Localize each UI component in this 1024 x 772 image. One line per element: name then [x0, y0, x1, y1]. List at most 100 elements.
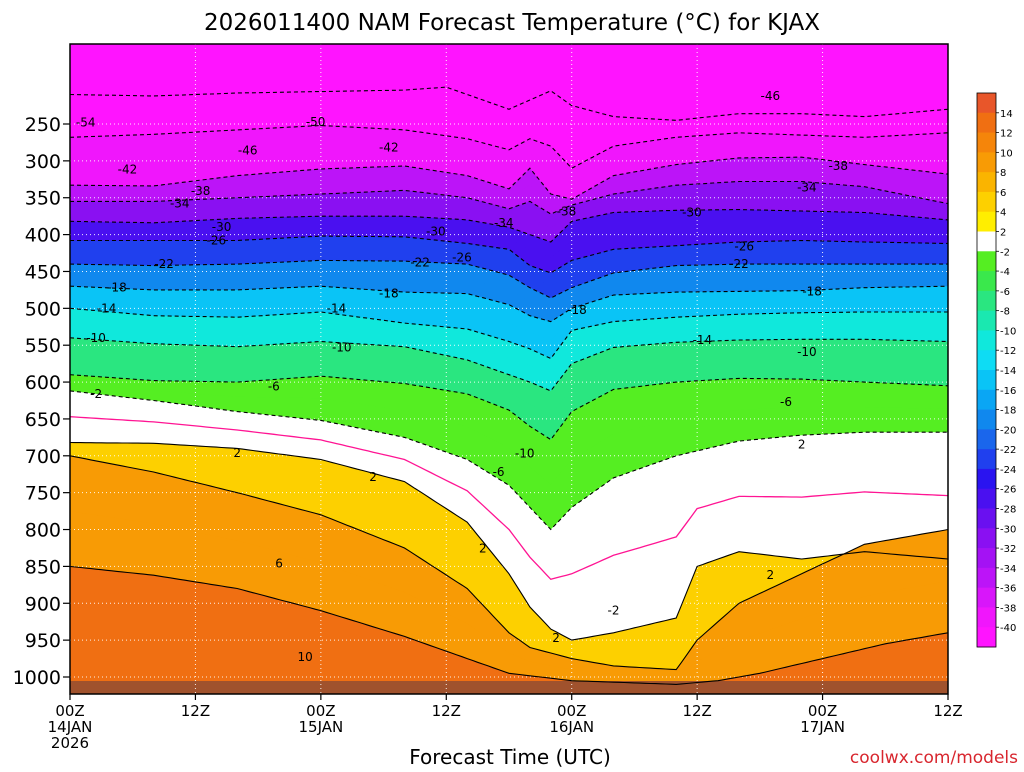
grid-lines — [70, 44, 948, 694]
freezing-isotherm-line — [70, 416, 948, 581]
y-tick-label: 550 — [25, 335, 61, 357]
credit-text: coolwx.com/models — [850, 748, 1018, 768]
colorbar-swatch — [977, 607, 996, 628]
isotherm-label: -22 — [154, 257, 174, 271]
colorbar-swatch — [977, 211, 996, 232]
colorbar-swatch — [977, 627, 996, 648]
colorbar-label: -20 — [1000, 425, 1016, 436]
isotherm-label: -6 — [493, 465, 505, 479]
isotherm-label: -42 — [379, 141, 399, 155]
colorbar-label: 12 — [1000, 129, 1013, 140]
isotherm-label: -6 — [780, 395, 792, 409]
isotherm-label: -38 — [557, 205, 577, 219]
colorbar-label: -36 — [1000, 584, 1016, 595]
isotherm-label: -10 — [515, 447, 535, 461]
y-tick-label: 700 — [25, 446, 61, 468]
isotherm-label: -38 — [191, 184, 211, 198]
isotherm-label: 2 — [369, 470, 377, 484]
colorbar-swatch — [977, 488, 996, 509]
y-axis: 250 300 350 400 450 500 550 600 650 700 750 800 850 9… — [13, 114, 70, 689]
y-tick-label: 250 — [25, 114, 61, 136]
isotherm-label: -26 — [207, 233, 227, 247]
colorbar-swatch — [977, 429, 996, 450]
colorbar-swatch — [977, 389, 996, 410]
colorbar-label: 6 — [1000, 188, 1006, 199]
x-tick-label: 00Z — [55, 702, 84, 720]
isotherm-label: -18 — [379, 287, 399, 301]
isotherm-label: -46 — [238, 144, 258, 158]
colorbar-label: -38 — [1000, 603, 1016, 614]
isotherm-label: -6 — [268, 379, 280, 393]
isotherm-label: -22 — [729, 257, 749, 271]
isotherm-label: -30 — [212, 220, 232, 234]
isotherm-label: -22 — [410, 256, 430, 270]
colorbar-swatch — [977, 409, 996, 430]
isotherm-line--14 — [70, 307, 948, 360]
isotherm-label: -14 — [327, 301, 347, 315]
colorbar-label: -24 — [1000, 465, 1016, 476]
isotherm-label: -34 — [494, 216, 514, 230]
isotherm-label: -14 — [97, 301, 117, 315]
colorbar-swatch — [977, 93, 996, 114]
colorbar-swatch — [977, 251, 996, 272]
isotherm-line-10 — [70, 565, 948, 685]
colorbar-label: -4 — [1000, 267, 1010, 278]
y-tick-label: 400 — [25, 225, 61, 247]
isotherm-label: -38 — [828, 159, 848, 173]
colorbar-swatch — [977, 567, 996, 589]
x-tick-label: 16JAN — [549, 718, 594, 736]
colorbar-label: -16 — [1000, 386, 1016, 397]
chart-title: 2026011400 NAM Forecast Temperature (°C)… — [204, 10, 820, 36]
colorbar-swatch — [977, 468, 996, 490]
isotherm-label: 2 — [798, 438, 806, 452]
isotherm-line--42 — [70, 124, 948, 169]
isotherm-labels: -54 -50-46-46-42-42-38-38-38-34-34-34-30-… — [76, 89, 848, 664]
x-tick-label: 14JAN — [48, 718, 93, 736]
x-tick-label: 12Z — [933, 702, 962, 720]
y-tick-label: 650 — [25, 409, 61, 431]
colorbar-swatch — [977, 449, 996, 470]
isotherm-label: 10 — [298, 650, 313, 664]
colorbar-label: -28 — [1000, 505, 1016, 516]
isotherm-label: -26 — [734, 239, 754, 253]
colorbar-label: -12 — [1000, 346, 1016, 357]
colorbar-label: -40 — [1000, 623, 1016, 634]
isotherm-label: -2 — [90, 387, 102, 401]
isotherm-label: -50 — [306, 115, 326, 129]
y-tick-label: 900 — [25, 593, 61, 615]
x-tick-label: 00Z — [557, 702, 586, 720]
colorbar-swatch — [977, 370, 996, 391]
isotherm-line--22 — [70, 259, 948, 299]
colorbar-swatch — [977, 310, 996, 331]
y-tick-label: 950 — [25, 630, 61, 652]
colorbar-label: -6 — [1000, 287, 1010, 298]
colorbar-label: -8 — [1000, 307, 1010, 318]
y-tick-label: 300 — [25, 151, 61, 173]
x-axis-label: Forecast Time (UTC) — [409, 745, 611, 768]
isotherm-label: -30 — [682, 205, 702, 219]
colorbar-label: -10 — [1000, 326, 1016, 337]
colorbar-label: -22 — [1000, 445, 1016, 456]
y-tick-label: 350 — [25, 188, 61, 210]
colorbar-swatch — [977, 152, 996, 173]
isotherm-label: -26 — [452, 250, 472, 264]
colorbar-label: 4 — [1000, 208, 1006, 219]
colorbar-swatch — [977, 172, 996, 193]
isotherm-label: -10 — [797, 345, 817, 359]
y-tick-label: 600 — [25, 372, 61, 394]
colorbar-label: 2 — [1000, 228, 1006, 239]
colorbar-swatch — [977, 508, 996, 529]
colorbar-swatch — [977, 112, 996, 133]
isotherm-label: -18 — [107, 281, 127, 295]
colorbar-swatch — [977, 231, 996, 252]
colorbar-label: -2 — [1000, 247, 1010, 258]
x-tick-label: 00Z — [808, 702, 837, 720]
y-tick-label: 500 — [25, 298, 61, 320]
isotherm-line--10 — [70, 337, 948, 392]
isotherm-label: -2 — [608, 604, 620, 618]
colorbar-swatch — [977, 587, 996, 608]
x-tick-label: 17JAN — [800, 718, 845, 736]
isotherm-label: -42 — [118, 163, 138, 177]
x-tick-label: 12Z — [432, 702, 461, 720]
